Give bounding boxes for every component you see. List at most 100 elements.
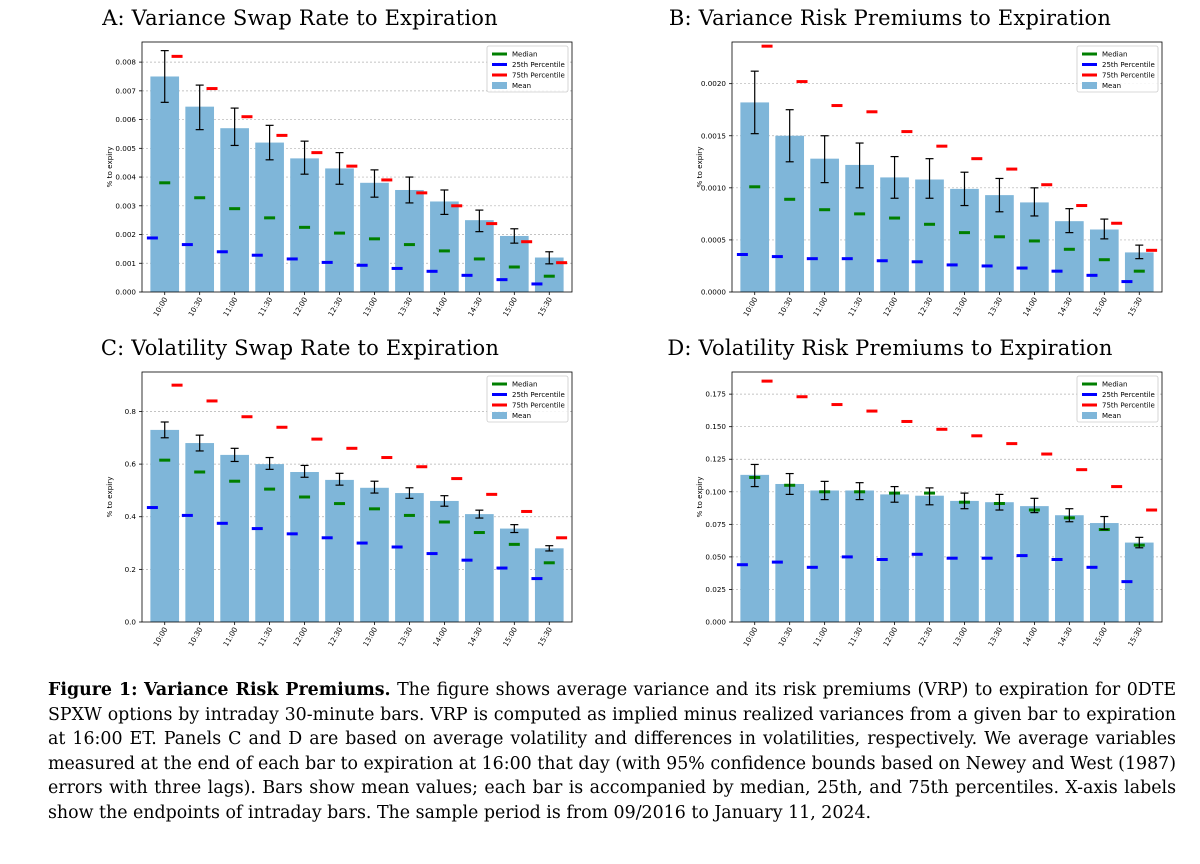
- y-axis-label: % to expiry: [695, 476, 704, 518]
- bar-mean: [325, 479, 354, 622]
- x-tick-label: 14:00: [1021, 625, 1039, 648]
- y-tick-label: 0.007: [115, 86, 136, 95]
- x-tick-label: 14:30: [1056, 625, 1074, 648]
- legend-label: 25th Percentile: [1102, 391, 1155, 399]
- x-tick-label: 10:00: [151, 295, 169, 318]
- x-tick-label: 13:00: [951, 295, 969, 318]
- y-tick-label: 0.075: [705, 520, 726, 529]
- bar-mean: [950, 500, 979, 622]
- panel-title: C: Volatility Swap Rate to Expiration: [100, 336, 500, 360]
- figure-caption: Figure 1: Variance Risk Premiums. The fi…: [48, 678, 1176, 826]
- y-axis-label: % to expiry: [105, 476, 114, 518]
- caption-title: Variance Risk Premiums.: [144, 680, 391, 700]
- x-tick-label: 10:30: [776, 625, 794, 648]
- bar-mean: [915, 495, 944, 622]
- legend-label: 25th Percentile: [1102, 61, 1155, 69]
- x-tick-label: 10:00: [741, 295, 759, 318]
- y-tick-label: 0.0000: [701, 288, 727, 297]
- panel-title: B: Variance Risk Premiums to Expiration: [668, 6, 1112, 30]
- legend: Median 25th Percentile 75th Percentile Mean: [486, 375, 569, 423]
- bar-mean: [290, 472, 319, 622]
- caption-text: The figure shows average variance and it…: [48, 680, 1177, 823]
- bar-mean: [430, 201, 459, 292]
- bar-mean: [465, 514, 494, 622]
- x-tick-label: 12:00: [291, 625, 309, 648]
- y-tick-label: 0.025: [705, 585, 726, 594]
- legend-box: [1076, 45, 1159, 93]
- x-tick-label: 12:30: [326, 295, 344, 318]
- x-tick-label: 13:30: [396, 295, 414, 318]
- chart-d: 0.000 0.025 0.050 0.075 0.100 0.125 0.150 0.175…: [695, 371, 1163, 648]
- x-tick-label: 12:30: [326, 625, 344, 648]
- mean-legend-swatch: [492, 82, 507, 89]
- plot-frame: [141, 371, 573, 623]
- y-tick-label: 0.008: [115, 58, 136, 67]
- x-tick-label: 15:30: [536, 295, 554, 318]
- panel-b: B: Variance Risk Premiums to Expiration …: [600, 0, 1180, 330]
- caption-label: Figure 1:: [48, 680, 138, 700]
- bar-mean: [1089, 523, 1119, 622]
- x-tick-label: 11:00: [811, 295, 829, 318]
- x-tick-label: 10:00: [151, 625, 169, 648]
- legend-label: Median: [1102, 381, 1127, 389]
- panel-title: D: Volatility Risk Premiums to Expiratio…: [667, 336, 1113, 360]
- x-tick-label: 12:00: [881, 625, 899, 648]
- legend-label: 25th Percentile: [512, 391, 565, 399]
- bar-mean: [220, 454, 249, 622]
- x-tick-label: 15:30: [1126, 295, 1144, 318]
- mean-legend-swatch: [492, 412, 507, 419]
- legend-label: 25th Percentile: [512, 61, 565, 69]
- x-tick-label: 11:00: [221, 295, 239, 318]
- y-tick-label: 0.001: [115, 259, 136, 268]
- x-tick-label: 10:00: [741, 625, 759, 648]
- plot-frame: [731, 41, 1163, 293]
- chart-c: 0.0 0.2 0.4 0.6 0.8 10:00 10:30 11:00 11:30 12:00…: [105, 371, 573, 648]
- bar-mean: [430, 500, 459, 622]
- bar-mean: [1020, 202, 1049, 292]
- x-tick-label: 10:30: [186, 295, 204, 318]
- x-tick-label: 14:00: [431, 625, 449, 648]
- x-tick-label: 12:00: [291, 295, 309, 318]
- legend-label: 75th Percentile: [512, 402, 565, 410]
- x-tick-label: 15:00: [501, 295, 519, 318]
- legend: Median 25th Percentile 75th Percentile Mean: [1076, 45, 1159, 93]
- x-tick-label: 15:00: [501, 625, 519, 648]
- x-tick-label: 14:00: [431, 295, 449, 318]
- x-tick-label: 14:30: [1056, 295, 1074, 318]
- legend-label: Median: [512, 381, 537, 389]
- legend-label: Mean: [512, 82, 531, 90]
- bar-mean: [395, 493, 424, 622]
- y-tick-label: 0.000: [115, 288, 136, 297]
- chart-a: 0.000 0.001 0.002 0.003 0.004 0.005 0.006 0.007…: [105, 41, 573, 318]
- x-tick-label: 15:00: [1091, 625, 1109, 648]
- bar-mean: [1055, 515, 1084, 622]
- x-tick-label: 12:00: [881, 295, 899, 318]
- bar-mean: [985, 502, 1014, 622]
- x-tick-label: 14:00: [1021, 295, 1039, 318]
- x-tick-label: 13:30: [986, 625, 1004, 648]
- bar-mean: [185, 106, 215, 292]
- plot-frame: [731, 371, 1163, 623]
- panel-d: D: Volatility Risk Premiums to Expiratio…: [600, 330, 1180, 660]
- y-tick-label: 0.4: [125, 512, 137, 521]
- x-tick-label: 13:30: [986, 295, 1004, 318]
- y-tick-label: 0.002: [115, 230, 136, 239]
- y-tick-label: 0.2: [125, 565, 136, 574]
- y-tick-label: 0.0010: [701, 183, 727, 192]
- legend: Median 25th Percentile 75th Percentile Mean: [486, 45, 569, 93]
- x-tick-label: 13:30: [396, 625, 414, 648]
- y-tick-label: 0.004: [115, 173, 136, 182]
- legend-label: Mean: [512, 412, 531, 420]
- y-tick-label: 0.0020: [701, 79, 727, 88]
- y-tick-label: 0.175: [705, 390, 726, 399]
- y-tick-label: 0.005: [115, 144, 136, 153]
- x-tick-label: 12:30: [916, 625, 934, 648]
- legend-label: 75th Percentile: [512, 72, 565, 80]
- x-tick-label: 13:00: [361, 625, 379, 648]
- y-tick-label: 0.100: [705, 487, 726, 496]
- y-tick-label: 0.003: [115, 201, 136, 210]
- y-tick-label: 0.125: [705, 455, 726, 464]
- y-tick-label: 0.000: [705, 618, 726, 627]
- chart-b: 0.0000 0.0005 0.0010 0.0015 0.0020 10:00 10:30…: [695, 41, 1163, 318]
- panel-title: A: Variance Swap Rate to Expiration: [102, 6, 498, 30]
